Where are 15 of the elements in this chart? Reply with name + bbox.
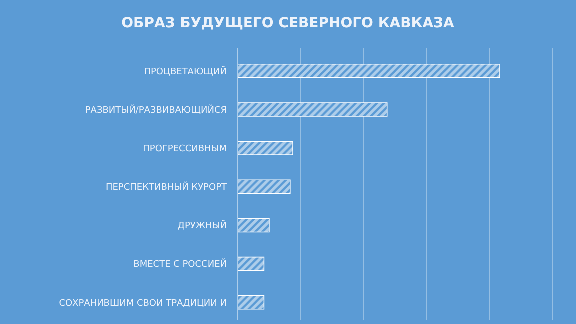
y-tick-label: ПЕРСПЕКТИВНЫЙ КУРОРТ bbox=[106, 181, 228, 194]
bar bbox=[238, 256, 265, 272]
bar bbox=[238, 218, 270, 233]
y-tick-label: РАЗВИТЫЙ/РАЗВИВАЮЩИЙСЯ bbox=[85, 104, 227, 116]
bar bbox=[238, 295, 265, 310]
bar bbox=[238, 64, 500, 78]
y-tick-label: ВМЕСТЕ С РОССИЕЙ bbox=[134, 258, 227, 270]
bar bbox=[238, 180, 291, 194]
chart-title: ОБРАЗ БУДУЩЕГО СЕВЕРНОГО КАВКАЗА bbox=[122, 16, 455, 32]
y-tick-label: ПРОГРЕССИВНЫМ bbox=[143, 144, 227, 154]
bar bbox=[238, 102, 388, 117]
bar bbox=[238, 141, 294, 156]
y-tick-label: ПРОЦВЕТАЮЩИЙ bbox=[144, 65, 227, 78]
y-tick-label: СОХРАНИВШИМ СВОИ ТРАДИЦИИ И bbox=[59, 298, 227, 309]
y-tick-label: ДРУЖНЫЙ bbox=[178, 220, 227, 232]
